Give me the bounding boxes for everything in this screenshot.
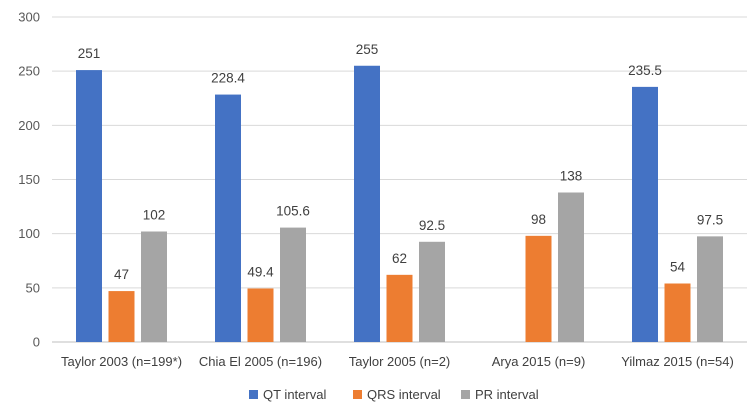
y-tick-label: 0 bbox=[33, 335, 40, 350]
y-tick-label: 150 bbox=[18, 172, 40, 187]
data-label: 138 bbox=[560, 169, 583, 184]
y-tick-label: 200 bbox=[18, 118, 40, 133]
x-category-label: Yilmaz 2015 (n=54) bbox=[621, 354, 734, 369]
bar-qrs-interval bbox=[108, 291, 135, 342]
y-tick-label: 250 bbox=[18, 64, 40, 79]
legend-swatch bbox=[249, 390, 258, 399]
legend-label: QT interval bbox=[263, 387, 326, 402]
bar-pr-interval bbox=[280, 227, 306, 342]
data-label: 251 bbox=[78, 46, 101, 61]
y-axis-ticks: 0 50 100 150 200 250 300 bbox=[18, 10, 40, 350]
legend-item: QRS interval bbox=[353, 387, 441, 402]
data-label: 255 bbox=[356, 42, 379, 57]
legend-label: QRS interval bbox=[367, 387, 441, 402]
data-label: 92.5 bbox=[419, 218, 445, 233]
bars bbox=[76, 65, 723, 342]
y-tick-label: 50 bbox=[26, 280, 40, 295]
x-category-label: Taylor 2003 (n=199*) bbox=[61, 354, 182, 369]
data-label: 47 bbox=[114, 267, 129, 282]
data-label: 49.4 bbox=[247, 264, 274, 279]
bar-qrs-interval bbox=[525, 235, 552, 342]
x-category-label: Chia El 2005 (n=196) bbox=[199, 354, 322, 369]
data-label: 98 bbox=[531, 212, 546, 227]
legend-item: QT interval bbox=[249, 387, 326, 402]
bar-pr-interval bbox=[419, 241, 445, 342]
data-labels: 251 47 102 228.4 49.4 105.6 255 62 92.5 98 138 235.… bbox=[78, 42, 723, 282]
x-category-label: Arya 2015 (n=9) bbox=[492, 354, 586, 369]
x-category-label: Taylor 2005 (n=2) bbox=[349, 354, 451, 369]
bar-pr-interval bbox=[558, 192, 584, 342]
bar-qt-interval bbox=[354, 65, 380, 342]
y-tick-label: 300 bbox=[18, 10, 40, 25]
bar-qt-interval bbox=[215, 94, 241, 342]
legend-item: PR interval bbox=[461, 387, 539, 402]
bar-pr-interval bbox=[141, 231, 167, 342]
legend-label: PR interval bbox=[475, 387, 539, 402]
data-label: 228.4 bbox=[211, 71, 245, 86]
bar-qt-interval bbox=[76, 70, 102, 342]
legend: QT interval QRS interval PR interval bbox=[249, 387, 539, 402]
y-tick-label: 100 bbox=[18, 226, 40, 241]
data-label: 235.5 bbox=[628, 63, 662, 78]
gridlines bbox=[52, 16, 747, 343]
bar-qt-interval bbox=[632, 86, 658, 342]
data-label: 97.5 bbox=[697, 212, 723, 227]
bar-qrs-interval bbox=[664, 283, 691, 342]
category-labels: Taylor 2003 (n=199*) Chia El 2005 (n=196)… bbox=[61, 354, 734, 369]
legend-swatch bbox=[461, 390, 470, 399]
bar-qrs-interval bbox=[247, 288, 274, 342]
legend-swatch bbox=[353, 390, 362, 399]
bar-qrs-interval bbox=[386, 274, 413, 342]
data-label: 105.6 bbox=[276, 204, 310, 219]
data-label: 62 bbox=[392, 251, 407, 266]
data-label: 102 bbox=[143, 208, 166, 223]
bar-pr-interval bbox=[697, 236, 723, 342]
data-label: 54 bbox=[670, 260, 686, 275]
